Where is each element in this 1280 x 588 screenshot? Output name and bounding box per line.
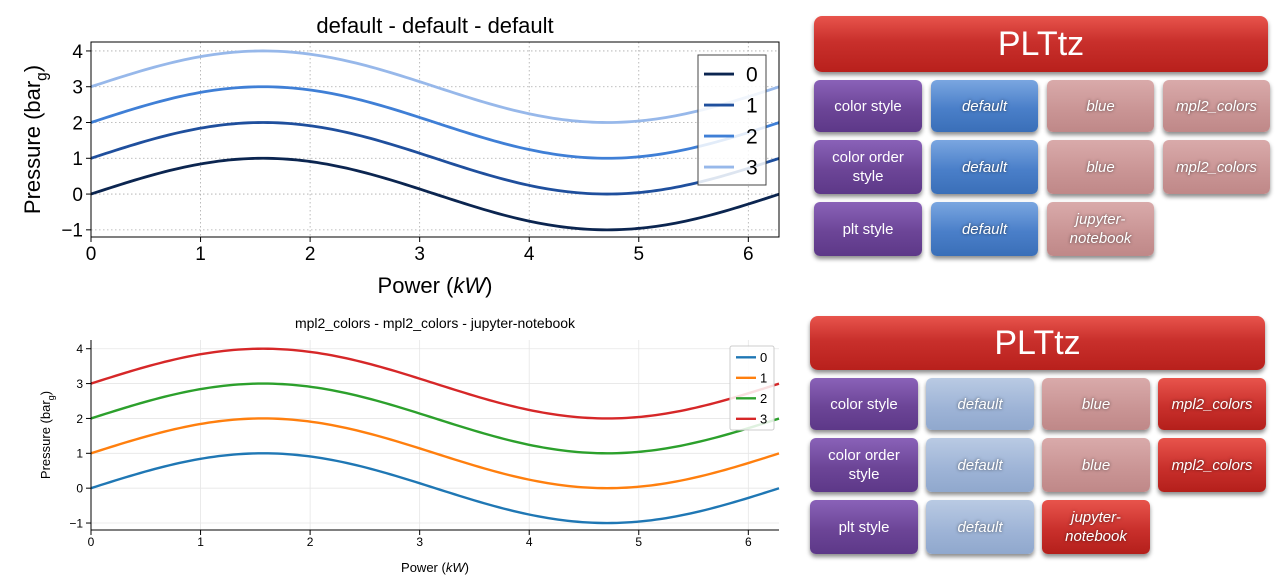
y-tick-label: 0	[76, 481, 83, 495]
plttz-title: PLTtz	[814, 16, 1268, 72]
option-blue-button[interactable]: blue	[1047, 140, 1154, 194]
option-blue-button[interactable]: blue	[1042, 378, 1150, 430]
series-line-1	[90, 417, 780, 490]
row-label-color-style: color style	[814, 80, 922, 132]
x-tick-label: 3	[414, 244, 425, 265]
legend-label-2: 2	[746, 126, 758, 149]
x-tick-label: 0	[86, 244, 97, 265]
y-tick-label: 1	[72, 149, 83, 170]
legend-label-2: 2	[760, 391, 767, 406]
option-default-button[interactable]: default	[926, 378, 1034, 430]
option-mpl2-colors-button[interactable]: mpl2_colors	[1158, 438, 1266, 492]
legend-label-3: 3	[746, 157, 758, 180]
legend-label-0: 0	[760, 350, 767, 365]
x-tick-label: 6	[743, 244, 754, 265]
y-tick-label: 3	[72, 78, 83, 99]
legend-box	[697, 54, 767, 186]
y-tick-label: 2	[72, 113, 83, 134]
option-default-button[interactable]: default	[926, 500, 1034, 554]
series-line-3	[90, 347, 780, 420]
chart-1: 0 1 2 3 4 5 6 −1 0 1 2 3 4 mpl2_colors - mpl2_colors …	[38, 315, 780, 575]
row-label-color-order-style: color order style	[814, 140, 922, 194]
option-jupyter-notebook-button[interactable]: jupyter-notebook	[1042, 500, 1150, 554]
x-tick-label: 1	[195, 244, 206, 265]
legend: 0 1 2 3	[729, 345, 775, 431]
x-tick-label: 4	[524, 244, 535, 265]
chart-title: default - default - default	[316, 13, 553, 38]
x-tick-label: 3	[416, 535, 423, 549]
option-default-button[interactable]: default	[931, 140, 1038, 194]
series-line-0	[90, 452, 780, 525]
x-axis-label: Power (kW)	[378, 273, 493, 298]
option-default-button[interactable]: default	[926, 438, 1034, 492]
option-blue-button[interactable]: blue	[1047, 80, 1154, 132]
x-tick-label: 6	[745, 535, 752, 549]
series-line-0	[90, 156, 780, 232]
x-tick-label: 1	[197, 535, 204, 549]
x-tick-label: 0	[88, 535, 95, 549]
series-line-2	[90, 85, 780, 160]
row-label-plt-style: plt style	[810, 500, 918, 554]
row-label-color-order-style: color order style	[810, 438, 918, 492]
option-mpl2-colors-button[interactable]: mpl2_colors	[1158, 378, 1266, 430]
option-blue-button[interactable]: blue	[1042, 438, 1150, 492]
legend-label-3: 3	[760, 411, 767, 426]
y-axis-label: Pressure (barg)	[20, 65, 51, 214]
legend-label-1: 1	[746, 95, 758, 118]
x-tick-label: 5	[635, 535, 642, 549]
y-tick-label: −1	[61, 221, 83, 242]
row-label-color-style: color style	[810, 378, 918, 430]
y-axis-label: Pressure (barg)	[38, 391, 56, 479]
option-default-button[interactable]: default	[931, 202, 1038, 256]
chart-title: mpl2_colors - mpl2_colors - jupyter-note…	[295, 315, 576, 331]
y-tick-label: 0	[72, 185, 83, 206]
legend-label-0: 0	[746, 64, 758, 87]
x-tick-label: 2	[307, 535, 314, 549]
series-line-3	[90, 49, 780, 124]
y-tick-label: 2	[76, 412, 83, 426]
x-tick-label: 5	[633, 244, 644, 265]
x-tick-label: 2	[305, 244, 316, 265]
option-default-button[interactable]: default	[931, 80, 1038, 132]
y-tick-label: −1	[69, 516, 83, 530]
x-tick-label: 4	[526, 535, 533, 549]
legend-label-1: 1	[760, 370, 767, 385]
row-label-plt-style: plt style	[814, 202, 922, 256]
y-tick-label: 4	[76, 342, 83, 356]
plttz-title: PLTtz	[810, 316, 1265, 370]
legend: 0 1 2 3	[697, 54, 767, 186]
x-axis-label: Power (kW)	[401, 560, 469, 575]
option-mpl2-colors-button[interactable]: mpl2_colors	[1163, 140, 1270, 194]
y-tick-label: 3	[76, 377, 83, 391]
option-jupyter-notebook-button[interactable]: jupyter-notebook	[1047, 202, 1154, 256]
series-line-2	[90, 382, 780, 455]
y-tick-label: 4	[72, 42, 83, 63]
series-line-1	[90, 121, 780, 196]
option-mpl2-colors-button[interactable]: mpl2_colors	[1163, 80, 1270, 132]
axes-frame	[90, 41, 780, 238]
y-tick-label: 1	[76, 447, 83, 461]
legend-box	[729, 345, 775, 431]
